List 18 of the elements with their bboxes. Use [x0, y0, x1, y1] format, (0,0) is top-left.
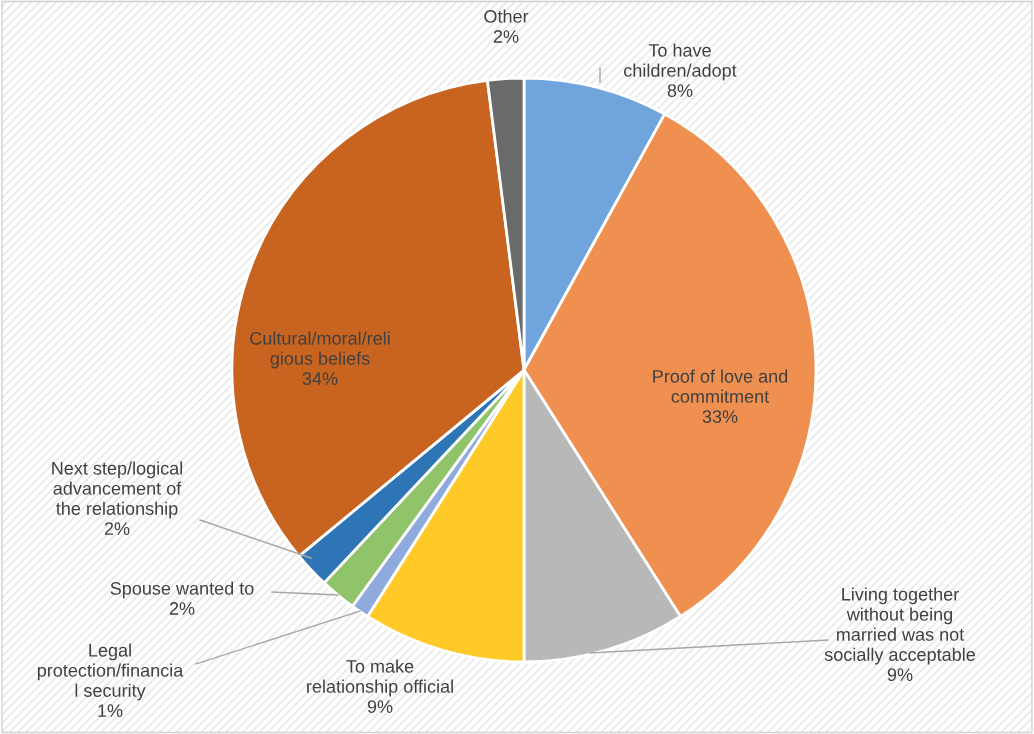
slice-label: Legal protection/financia l security — [37, 643, 184, 701]
slice-label: Other — [484, 9, 529, 23]
slice-label: To have children/adopt — [624, 43, 737, 81]
data-label: 33% — [702, 410, 738, 423]
data-label: 1% — [98, 704, 123, 717]
slice-label: Spouse wanted to — [110, 581, 254, 599]
data-label: 9% — [887, 668, 913, 682]
data-label: 2% — [104, 522, 130, 535]
slice-label: Proof of love and commitment — [653, 369, 788, 403]
data-label: 2% — [493, 30, 519, 43]
slice-label: Next step/logical advancement of the relationship — [52, 461, 183, 519]
slice-label: To make relationship official — [307, 659, 453, 697]
data-label: 9% — [367, 700, 393, 713]
slice-label: Cultural/moral/reli gious beliefs — [250, 331, 390, 369]
data-label: 8% — [667, 84, 693, 97]
data-label: 34% — [302, 372, 338, 385]
slice-label: Living together without being married was not socially acceptable — [824, 587, 975, 665]
data-label: 2% — [169, 602, 195, 615]
